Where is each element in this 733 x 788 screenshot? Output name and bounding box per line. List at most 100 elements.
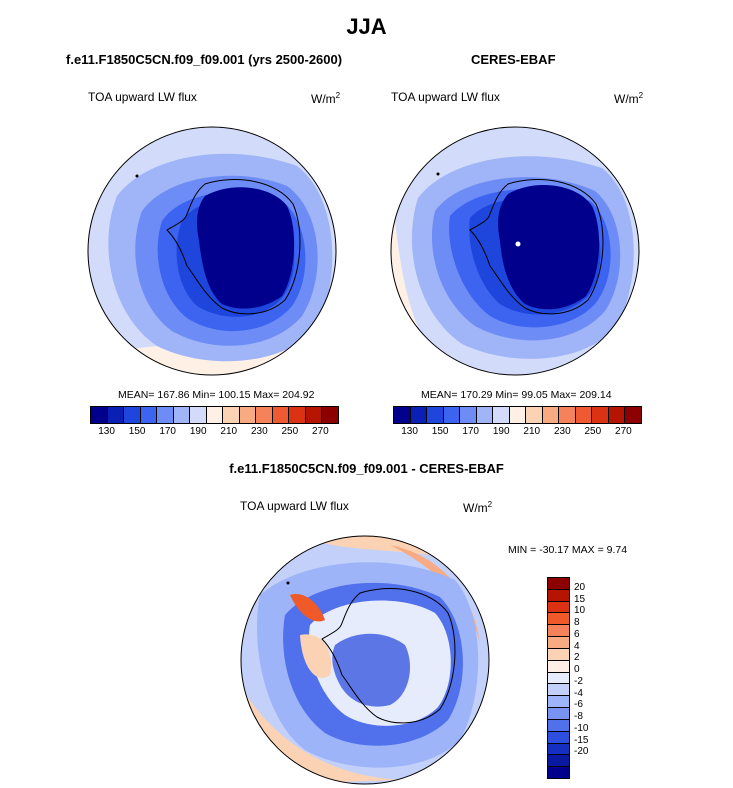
diff-colorbar-tick: -6 <box>574 699 583 711</box>
diff-colorbar-tick: 10 <box>574 605 586 617</box>
diff-colorbar-swatch <box>548 684 569 697</box>
obs-units-label: W/m2 <box>614 91 644 106</box>
obs-colorbar-ticks: 130 150 170 190 210 230 250 270 <box>393 426 640 437</box>
model-colorbar-tick: 270 <box>312 426 329 437</box>
diff-polar-map <box>240 535 490 785</box>
diff-units-label: W/m2 <box>463 500 493 515</box>
diff-colorbar-swatch <box>548 601 569 614</box>
model-colorbar-swatch <box>322 407 338 423</box>
model-colorbar-tick: 150 <box>128 426 146 437</box>
obs-colorbar-swatch <box>592 407 609 423</box>
model-colorbar-ticks: 130 150 170 190 210 230 250 270 <box>90 426 337 437</box>
diff-colorbar-swatch <box>548 696 569 709</box>
diff-colorbar-tick: -2 <box>574 675 583 687</box>
obs-colorbar-tick: 190 <box>492 426 510 437</box>
diff-peninsula-anomaly <box>290 594 325 622</box>
model-colorbar-tick: 250 <box>281 426 299 437</box>
model-colorbar-swatch <box>140 407 158 423</box>
obs-colorbar-swatch <box>575 407 593 423</box>
diff-colorbar-swatch <box>548 719 569 732</box>
obs-island-marker <box>436 172 440 176</box>
page-title: JJA <box>346 14 387 39</box>
diff-colorbar-swatch <box>548 708 569 720</box>
obs-colorbar-swatch <box>526 407 543 423</box>
obs-colorbar-swatch <box>427 407 444 423</box>
diff-colorbar-tick: -4 <box>574 687 583 699</box>
model-colorbar-swatch <box>289 407 306 423</box>
diff-colorbar-swatch <box>548 743 569 756</box>
model-field-label: TOA upward LW flux <box>88 90 197 104</box>
obs-colorbar-swatch <box>625 407 641 423</box>
obs-antarctica-core <box>498 184 600 310</box>
diff-colorbar-tick: -20 <box>574 746 589 758</box>
diff-ice-shelf-anomaly <box>300 634 332 679</box>
obs-colorbar-swatch <box>509 407 527 423</box>
obs-panel-title: CERES-EBAF <box>471 52 556 67</box>
diff-colorbar-swatch <box>548 589 569 602</box>
model-colorbar-tick: 210 <box>220 426 238 437</box>
model-colorbar-swatch <box>107 407 125 423</box>
diff-colorbar-tick: -8 <box>574 711 583 723</box>
model-polar-map <box>87 126 337 376</box>
diff-antarctica-outline <box>321 588 456 724</box>
model-antarctica-core <box>197 187 295 309</box>
diff-colorbar-tick: 0 <box>574 664 580 676</box>
obs-polar-map <box>390 126 640 376</box>
model-colorbar-swatch <box>256 407 273 423</box>
diff-colorbar-tick: 4 <box>574 640 580 652</box>
diff-colorbar-swatch <box>548 660 569 673</box>
obs-colorbar-tick: 270 <box>615 426 632 437</box>
obs-colorbar-swatch <box>559 407 576 423</box>
model-colorbar-swatch <box>239 407 257 423</box>
obs-colorbar-swatch <box>493 407 510 423</box>
diff-panel-title: f.e11.F1850C5CN.f09_f09.001 - CERES-EBAF <box>229 461 504 476</box>
diff-colorbar-tick: 15 <box>574 593 586 605</box>
diff-colorbar-tick: 2 <box>574 652 580 664</box>
diff-colorbar-swatch <box>548 755 569 768</box>
diff-colorbar-swatch <box>548 625 569 638</box>
obs-colorbar-tick: 170 <box>462 426 479 437</box>
model-stats: MEAN= 167.86 Min= 100.15 Max= 204.92 <box>118 389 315 401</box>
model-colorbar-swatch <box>157 407 174 423</box>
diff-colorbar-tick: 6 <box>574 628 580 640</box>
obs-colorbar <box>393 406 642 424</box>
model-colorbar-tick: 170 <box>159 426 176 437</box>
diff-colorbar-swatch <box>548 613 569 626</box>
obs-colorbar-tick: 250 <box>584 426 602 437</box>
model-colorbar-tick: 190 <box>189 426 207 437</box>
obs-colorbar-tick: 130 <box>401 426 418 437</box>
diff-colorbar <box>547 577 570 779</box>
obs-colorbar-swatch <box>460 407 477 423</box>
diff-colorbar-swatch <box>548 731 569 744</box>
diff-colorbar-swatch <box>548 578 569 590</box>
obs-colorbar-swatch <box>410 407 428 423</box>
model-island-marker <box>135 174 139 178</box>
model-colorbar-swatch <box>223 407 240 423</box>
diff-field-label: TOA upward LW flux <box>240 499 349 513</box>
model-units-label: W/m2 <box>311 91 341 106</box>
model-colorbar-swatch <box>91 407 108 423</box>
obs-pole-marker <box>515 241 521 247</box>
obs-map-border <box>390 126 640 376</box>
obs-colorbar-swatch <box>443 407 461 423</box>
model-colorbar-tick: 130 <box>98 426 115 437</box>
obs-stats: MEAN= 170.29 Min= 99.05 Max= 209.14 <box>421 389 612 401</box>
model-colorbar <box>90 406 339 424</box>
diff-colorbar-swatch <box>548 767 569 779</box>
model-map-border <box>87 126 337 376</box>
diff-colorbar-tick: 20 <box>574 581 586 593</box>
obs-field-label: TOA upward LW flux <box>391 90 500 104</box>
model-colorbar-swatch <box>305 407 323 423</box>
diff-colorbar-swatch <box>548 672 569 685</box>
model-colorbar-swatch <box>190 407 207 423</box>
diff-colorbar-swatch <box>548 648 569 661</box>
diff-stats: MIN = -30.17 MAX = 9.74 <box>508 544 628 556</box>
obs-colorbar-tick: 230 <box>553 426 571 437</box>
diff-colorbar-tick: 8 <box>574 617 580 629</box>
obs-colorbar-tick: 150 <box>431 426 449 437</box>
model-colorbar-swatch <box>173 407 191 423</box>
model-colorbar-swatch <box>124 407 141 423</box>
diff-colorbar-tick: -15 <box>574 734 589 746</box>
obs-colorbar-swatch <box>394 407 411 423</box>
model-panel-title: f.e11.F1850C5CN.f09_f09.001 (yrs 2500-26… <box>66 52 343 67</box>
